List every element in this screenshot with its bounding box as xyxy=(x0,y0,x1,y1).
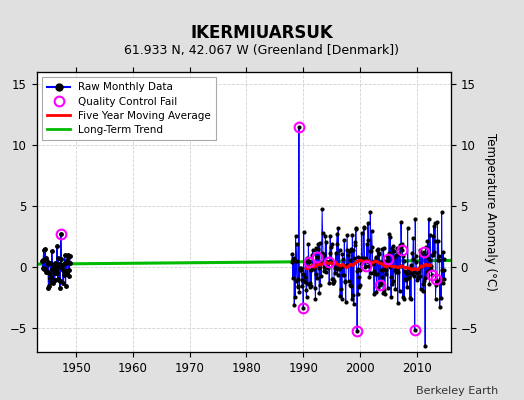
Text: 61.933 N, 42.067 W (Greenland [Denmark]): 61.933 N, 42.067 W (Greenland [Denmark]) xyxy=(125,44,399,57)
Legend: Raw Monthly Data, Quality Control Fail, Five Year Moving Average, Long-Term Tren: Raw Monthly Data, Quality Control Fail, … xyxy=(42,77,216,140)
Y-axis label: Temperature Anomaly (°C): Temperature Anomaly (°C) xyxy=(484,133,497,291)
Text: IKERMIUARSUK: IKERMIUARSUK xyxy=(191,24,333,42)
Text: Berkeley Earth: Berkeley Earth xyxy=(416,386,498,396)
